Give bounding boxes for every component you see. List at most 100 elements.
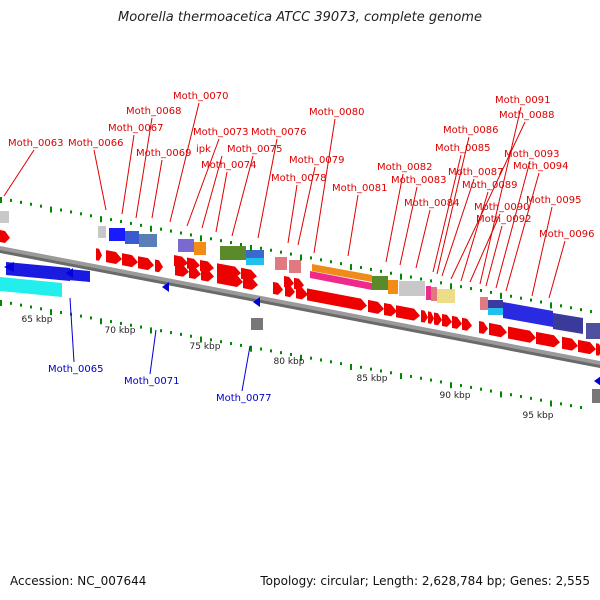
scale-ticks: 65 kbp 70 kbp 75 kbp 80 kbp 85 kbp 90 kbp 95 k… — [0, 197, 592, 421]
leader-line — [297, 166, 316, 246]
tick-mark — [60, 208, 62, 212]
gene-arrow-forward — [462, 317, 472, 331]
gene-label-reverse: Moth_0071 — [124, 376, 179, 387]
gene-arrow-forward — [307, 288, 367, 311]
gene-arrow-forward — [187, 257, 200, 270]
tick-mark — [160, 329, 162, 333]
tick-mark — [80, 212, 82, 216]
tick-mark — [480, 387, 482, 391]
tick-mark — [120, 321, 122, 325]
feature-block — [251, 318, 263, 330]
gene-arrow-forward — [596, 343, 600, 356]
gene-arrow-forward — [273, 281, 283, 295]
tick-mark — [450, 382, 452, 389]
leader-line — [241, 345, 251, 392]
leader-line — [149, 329, 157, 375]
tick-mark — [590, 310, 592, 314]
gene-arrow-forward — [578, 339, 596, 355]
feature-block — [388, 280, 398, 294]
tick-mark — [20, 303, 22, 307]
tick-mark — [550, 400, 552, 407]
gene-label-forward: Moth_0092 — [476, 214, 531, 225]
tick-mark — [100, 216, 102, 223]
gene-label-forward: Moth_0095 — [526, 195, 581, 206]
gene-label-forward: Moth_0066 — [68, 138, 123, 149]
tick-mark — [540, 398, 542, 402]
leader-line — [169, 102, 200, 223]
tick-mark — [550, 302, 552, 309]
leader-line — [93, 149, 107, 211]
gene-label-forward: Moth_0089 — [462, 180, 517, 191]
gene-arrow-forward — [294, 277, 304, 290]
feature-block — [488, 300, 503, 308]
tick-mark — [130, 323, 132, 327]
tick-mark — [320, 358, 322, 362]
tick-mark — [340, 362, 342, 366]
tick-label: 80 kbp — [274, 357, 305, 367]
tick-mark — [430, 378, 432, 382]
accession-text: Accession: NC_007644 — [10, 574, 147, 588]
tick-label: 95 kbp — [523, 411, 554, 421]
gene-label-forward: Moth_0090 — [474, 202, 529, 213]
tick-mark — [120, 220, 122, 223]
leader-line — [186, 138, 220, 227]
gene-arrow-forward — [217, 263, 241, 278]
gene-arrow-forward — [174, 255, 188, 268]
leader-line — [3, 149, 35, 197]
gene-arrow-forward — [434, 312, 442, 326]
gene-label-forward: Moth_0082 — [377, 162, 432, 173]
tick-mark — [40, 204, 42, 208]
tick-mark — [420, 277, 422, 281]
tick-mark — [580, 406, 582, 409]
tick-mark — [80, 314, 82, 318]
tick-mark — [460, 285, 462, 289]
tick-mark — [50, 309, 52, 316]
gene-label-forward: Moth_0085 — [435, 143, 490, 154]
leader-line — [505, 172, 540, 292]
leader-line — [69, 297, 75, 363]
tick-mark — [70, 210, 72, 214]
gene-arrow-forward — [508, 326, 536, 343]
gene-label-reverse: Moth_0077 — [216, 393, 271, 404]
tick-mark — [20, 200, 22, 204]
tick-mark — [140, 223, 142, 227]
feature-block — [0, 211, 9, 223]
feature-block — [194, 242, 206, 255]
gene-label-forward: Moth_0080 — [309, 107, 364, 118]
tick-mark — [480, 289, 482, 292]
tick-mark — [560, 304, 562, 308]
tick-mark — [400, 273, 402, 280]
tick-mark — [150, 327, 152, 334]
gene-arrow-forward — [442, 313, 452, 327]
gene-arrow-forward — [122, 253, 138, 268]
tick-label: 90 kbp — [440, 391, 471, 401]
tick-label: 70 kbp — [105, 326, 136, 336]
gene-arrow-forward — [241, 267, 257, 281]
tick-mark — [280, 250, 282, 254]
gene-arrow-forward — [536, 331, 560, 348]
gene-arrow-reverse — [253, 297, 260, 307]
tick-mark — [440, 380, 442, 384]
feature-block — [488, 308, 503, 315]
tick-mark — [490, 389, 492, 393]
gene-arrow-forward — [396, 305, 420, 321]
feature-block — [275, 257, 287, 270]
tick-mark — [440, 281, 442, 285]
tick-mark — [490, 290, 492, 294]
tick-mark — [230, 241, 232, 245]
tick-mark — [310, 256, 312, 260]
tick-mark — [180, 332, 182, 336]
tick-mark — [520, 395, 522, 399]
tick-mark — [250, 244, 252, 251]
feature-block — [139, 234, 157, 247]
feature-block — [310, 271, 372, 290]
tick-mark — [370, 267, 372, 271]
feature-block — [553, 313, 583, 334]
tick-mark — [390, 371, 392, 375]
tick-mark — [300, 354, 302, 361]
tick-mark — [180, 231, 182, 235]
gene-arrow-forward — [421, 309, 428, 323]
leader-line — [469, 213, 501, 283]
tick-mark — [280, 351, 282, 355]
tick-mark — [290, 353, 292, 356]
